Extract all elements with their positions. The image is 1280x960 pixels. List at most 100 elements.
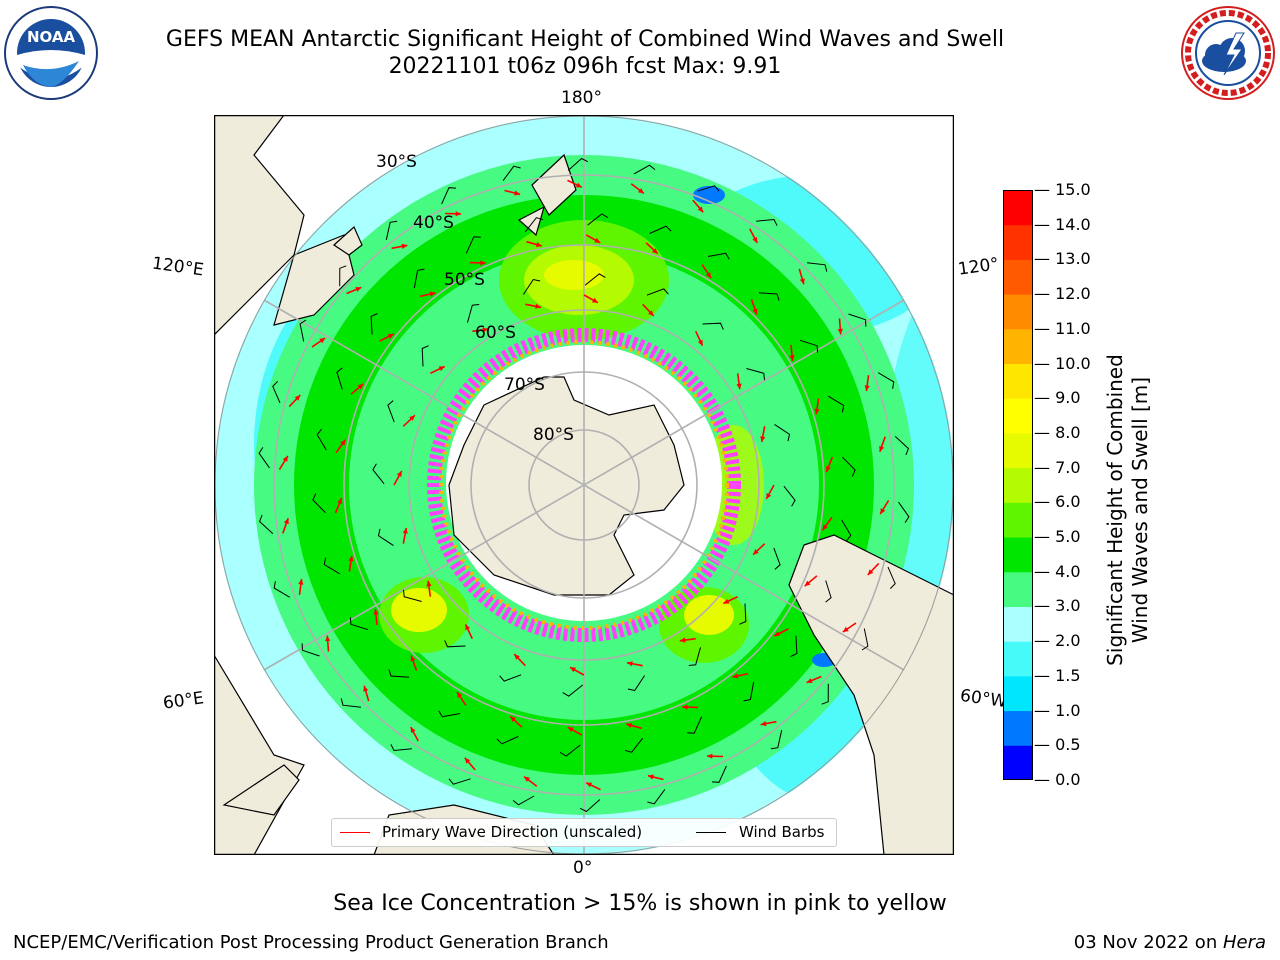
wind-barb [562, 684, 584, 697]
wind-barb [707, 252, 730, 260]
wave-arrow-head [535, 242, 542, 247]
wind-barb [633, 164, 656, 175]
footer-date-text: 03 Nov 2022 on [1073, 932, 1223, 953]
wave-arrow-head [429, 291, 436, 297]
wave-arrow-head [357, 383, 364, 390]
wind-barb [877, 372, 895, 389]
wind-barb [273, 581, 291, 598]
wave-arrow-head [752, 308, 758, 315]
wind-barb [413, 268, 425, 289]
wind-barb [773, 547, 781, 570]
wind-barb [828, 395, 845, 413]
colorbar-tick-label: — 9.0 [1034, 388, 1081, 408]
colorbar-border [1003, 190, 1033, 780]
wave-arrow-head [387, 334, 394, 339]
lat-label-30s: 30°S [376, 152, 417, 172]
colorbar-segment [1003, 398, 1033, 434]
sea-ice-caption: Sea Ice Concentration > 15% is shown in … [333, 891, 947, 916]
wave-arrow-head [409, 415, 415, 421]
legend-barb-swatch [696, 832, 726, 833]
wave-arrow-head [826, 466, 831, 472]
wave-arrow-head [766, 493, 772, 499]
wave-arrow-head [464, 757, 471, 764]
wave-arrow-head [837, 328, 843, 335]
wind-barb [387, 400, 395, 423]
wind-barb [403, 589, 422, 602]
wind-barb [746, 368, 765, 381]
wave-arrow-head [822, 524, 828, 531]
wave-arrow-head [697, 339, 703, 346]
wave-arrow-head [410, 655, 416, 662]
wave-arrow-head [880, 508, 886, 515]
wave-arrow-head [697, 206, 704, 213]
lat-label-70s: 70°S [504, 375, 545, 395]
lon-label-60w: 60°W [958, 685, 1009, 713]
wave-arrow-head [736, 383, 742, 390]
colorbar [1003, 190, 1033, 780]
noaa-logo-text: NOAA [27, 28, 76, 46]
wave-arrow-head [283, 518, 289, 525]
wave-arrow-head [648, 310, 654, 316]
wave-arrow-head [348, 555, 354, 562]
wave-arrow-head [592, 297, 598, 303]
wave-arrow-head [879, 445, 885, 452]
wind-barb [790, 635, 798, 657]
wind-barb [584, 273, 606, 286]
colorbar-tick-label: — 12.0 [1034, 284, 1091, 304]
wind-barb [624, 737, 644, 753]
wave-direction-arrows [278, 179, 890, 791]
map-panel [214, 115, 954, 855]
map-legend: Primary Wave Direction (unscaled) Wind B… [331, 818, 837, 847]
wave-arrow-head [514, 190, 521, 196]
wave-arrow-head [401, 243, 408, 249]
graticule [214, 115, 954, 855]
colorbar-segment [1003, 294, 1033, 330]
colorbar-label-line-1: Significant Height of Combined [1103, 354, 1127, 666]
colorbar-tick-label: — 1.5 [1034, 665, 1081, 685]
wind-barb [438, 710, 461, 718]
colorbar-tick-label: — 1.0 [1034, 700, 1081, 720]
wave-arrow-head [806, 678, 813, 683]
lat-label-50s: 50°S [444, 270, 485, 290]
wind-barb [861, 628, 869, 651]
colorbar-tick-label: — 14.0 [1034, 214, 1091, 234]
wind-barb [448, 778, 471, 785]
colorbar-segment [1003, 224, 1033, 260]
wave-arrow-head [325, 635, 331, 642]
wave-arrow-head [294, 395, 301, 401]
wave-arrow-head [524, 776, 530, 782]
colorbar-tick-label: — 15.0 [1034, 180, 1091, 199]
map-canvas [214, 115, 954, 855]
wave-arrow-head [482, 327, 489, 333]
wave-arrow-head [586, 782, 593, 788]
colorbar-segment [1003, 745, 1033, 780]
chart-title: GEFS MEAN Antarctic Significant Height o… [165, 27, 1005, 52]
wind-barb [756, 218, 778, 226]
wind-barb [799, 339, 819, 353]
colorbar-label: Significant Height of Combined Wind Wave… [1103, 310, 1153, 710]
nws-logo [1181, 6, 1275, 100]
wave-arrow-head [396, 471, 402, 477]
wind-barb [579, 799, 601, 813]
colorbar-tick-label: — 4.0 [1034, 561, 1081, 581]
colorbar-segment [1003, 259, 1033, 295]
wind-barb [894, 436, 909, 456]
wind-barb [301, 643, 320, 657]
wave-arrow-head [804, 580, 811, 587]
wave-arrow-head [298, 579, 304, 585]
wind-barb [496, 736, 519, 745]
wind-barb [559, 744, 581, 757]
land-tasmania [333, 226, 363, 256]
wave-arrow-head [282, 455, 288, 462]
wave-arrow-head [535, 303, 541, 309]
wind-barb [688, 647, 701, 666]
wind-barb [336, 367, 343, 390]
land-australia [214, 115, 305, 336]
lon-label-0: 0° [573, 858, 593, 878]
wind-barb [711, 765, 727, 783]
wave-arrow-head [627, 661, 633, 667]
wave-arrow-head [402, 528, 408, 534]
colorbar-segment [1003, 641, 1033, 677]
lat-label-80s: 80°S [533, 425, 574, 445]
wind-barb [649, 225, 672, 234]
